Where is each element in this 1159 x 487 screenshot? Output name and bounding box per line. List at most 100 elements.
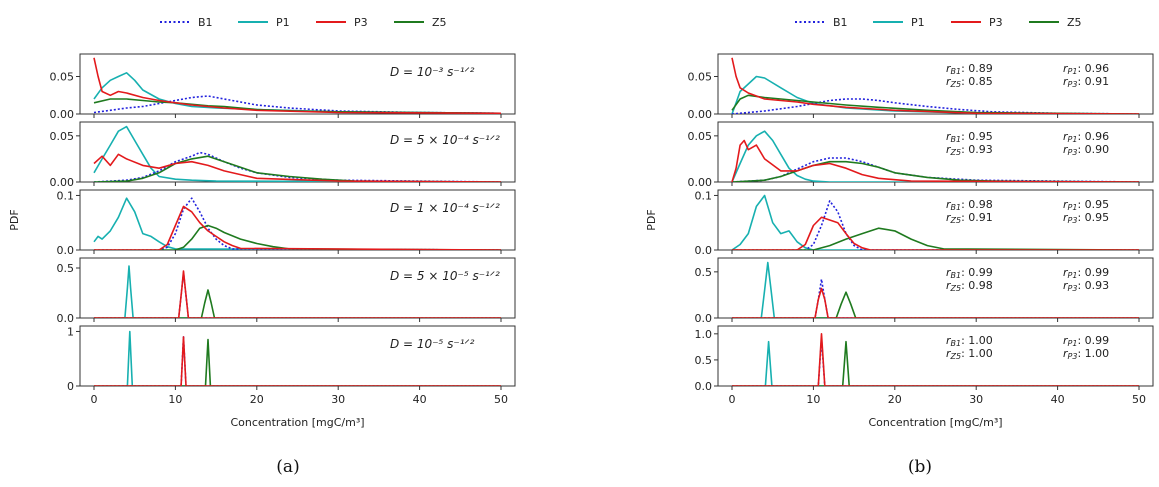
series-line-p3: [732, 216, 1139, 250]
subplot-frame: [717, 189, 1154, 251]
correlation-p3: rP3: 0.91: [1063, 75, 1109, 89]
series-line-p3: [732, 287, 1139, 318]
correlation-z5: rZ5: 0.93: [946, 143, 993, 157]
legend-item-p1: P1: [873, 16, 925, 29]
series-line-p3: [731, 139, 1140, 182]
y-tick-label: 0.5: [695, 266, 713, 279]
series-group: [732, 333, 1139, 386]
correlation-z5: rZ5: 0.85: [946, 75, 993, 89]
correlation-p3: rP3: 0.93: [1063, 279, 1109, 293]
subplot-frame: [79, 257, 516, 319]
x-tick-label: 40: [413, 393, 427, 406]
x-tick-label: 0: [91, 393, 98, 406]
series-line-p3: [94, 336, 501, 386]
subplot-row-2: 0.00 0.05 D = 5 × 10⁻⁴ s⁻¹ᐟ²: [50, 121, 516, 189]
legend-item-p3: P3: [316, 16, 368, 29]
series-group: [94, 265, 501, 318]
x-tick-label: 10: [168, 393, 182, 406]
y-tick-label: 0.00: [688, 176, 713, 189]
correlation-b1: rB1: 0.95: [946, 130, 993, 144]
y-tick-label: 0.1: [57, 189, 75, 202]
series-line-p1: [731, 130, 1139, 182]
series-group: [731, 57, 1140, 114]
subplot-frame: [79, 53, 516, 115]
y-tick-label: 0.5: [695, 354, 713, 367]
legend-label-b1: B1: [198, 16, 213, 29]
series-line-z5: [94, 224, 502, 250]
series-line-b1: [94, 197, 502, 250]
legend-label-b1: B1: [833, 16, 848, 29]
x-tick-label: 50: [494, 393, 508, 406]
row-annotation: D = 1 × 10⁻⁴ s⁻¹ᐟ²: [390, 201, 500, 215]
x-tick-label: 20: [888, 393, 902, 406]
correlation-b1: rB1: 0.98: [946, 198, 993, 212]
subplot-row-4: 0.0 0.5 D = 5 × 10⁻⁵ s⁻¹ᐟ²: [57, 257, 516, 325]
correlation-b1: rB1: 1.00: [946, 334, 993, 348]
correlation-p1: rP1: 0.95: [1063, 198, 1109, 212]
series-line-b1: [93, 151, 502, 182]
subplot-frame: [79, 189, 516, 251]
legend: B1 P1 P3 Z5: [160, 16, 447, 29]
subplot-frame: [717, 257, 1154, 319]
y-axis-label: PDF: [645, 209, 658, 230]
y-tick-label: 1: [67, 325, 74, 338]
subplot-frame: [79, 325, 516, 387]
legend-item-b1: B1: [160, 16, 213, 29]
subplot-frame: [717, 325, 1154, 387]
panel-caption-b: (b): [908, 457, 932, 477]
subplot-row-5: 0 1 D = 10⁻⁵ s⁻¹ᐟ²: [67, 325, 516, 393]
y-tick-label: 0.00: [50, 108, 75, 121]
subplot-frame: [79, 121, 516, 183]
y-tick-label: 0.00: [688, 108, 713, 121]
subplot-frame: [717, 53, 1154, 115]
series-line-z5: [732, 340, 1139, 386]
x-tick-label: 50: [1132, 393, 1146, 406]
series-line-z5: [94, 338, 501, 386]
series-line-p3: [94, 270, 501, 318]
series-group: [93, 125, 502, 182]
legend-label-p1: P1: [911, 16, 925, 29]
series-line-p3: [731, 57, 1140, 114]
correlation-p3: rP3: 0.95: [1063, 211, 1109, 225]
legend-label-z5: Z5: [432, 16, 447, 29]
correlation-p3: rP3: 1.00: [1063, 347, 1109, 361]
series-line-z5: [732, 291, 1139, 318]
y-tick-label: 0.0: [695, 380, 713, 393]
legend-label-p1: P1: [276, 16, 290, 29]
y-tick-label: 0.1: [695, 189, 713, 202]
x-tick-label: 30: [969, 393, 983, 406]
series-line-z5: [732, 227, 1140, 250]
legend-item-p1: P1: [238, 16, 290, 29]
series-line-p1: [94, 265, 501, 318]
series-group: [732, 261, 1139, 318]
series-line-p1: [93, 125, 502, 182]
y-tick-label: 0.5: [57, 262, 75, 275]
series-line-p3: [93, 57, 502, 114]
x-tick-label: 30: [331, 393, 345, 406]
y-tick-label: 0.0: [695, 244, 713, 257]
series-group: [94, 330, 501, 386]
legend: B1 P1 P3 Z5: [795, 16, 1082, 29]
series-line-p1: [732, 340, 1139, 386]
correlation-z5: rZ5: 1.00: [946, 347, 993, 361]
x-tick-label: 0: [729, 393, 736, 406]
series-group: [731, 194, 1140, 250]
row-annotation: D = 5 × 10⁻⁵ s⁻¹ᐟ²: [390, 269, 500, 283]
series-group: [93, 197, 502, 250]
series-line-p3: [94, 205, 502, 250]
series-group: [93, 57, 502, 114]
legend-item-b1: B1: [795, 16, 848, 29]
correlation-p1: rP1: 0.99: [1063, 266, 1109, 280]
series-line-b1: [731, 98, 1140, 114]
y-tick-label: 0.0: [57, 244, 75, 257]
correlation-p1: rP1: 0.96: [1063, 62, 1109, 76]
correlation-p1: rP1: 0.96: [1063, 130, 1109, 144]
x-tick-label: 10: [806, 393, 820, 406]
x-tick-label: 20: [250, 393, 264, 406]
series-line-p1: [732, 261, 1139, 318]
